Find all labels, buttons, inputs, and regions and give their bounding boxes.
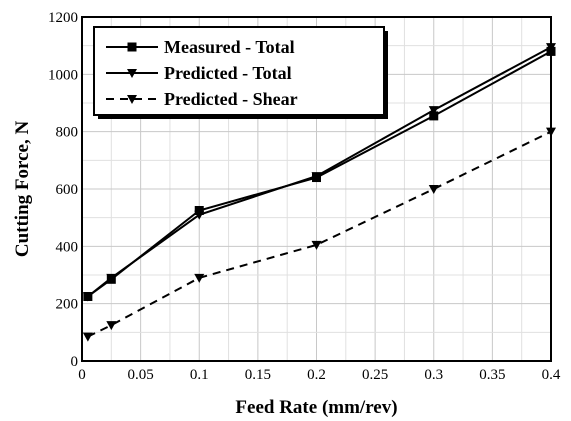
legend-item: Predicted - Shear <box>106 89 298 109</box>
x-tick-label: 0.1 <box>190 367 209 383</box>
x-tick-label: 0.25 <box>362 367 388 383</box>
series-layer <box>82 43 556 342</box>
data-point <box>311 240 322 250</box>
series-line <box>87 130 552 338</box>
legend-marker <box>127 42 137 52</box>
data-point <box>106 321 117 331</box>
data-point <box>428 106 439 116</box>
data-point <box>194 273 205 283</box>
y-tick-label: 800 <box>56 125 79 141</box>
x-axis-label: Feed Rate (mm/rev) <box>235 397 397 418</box>
legend-label: Predicted - Shear <box>164 89 298 109</box>
legend-marker <box>127 95 137 104</box>
data-point <box>429 111 439 121</box>
data-point <box>82 332 93 342</box>
y-tick-label: 600 <box>56 182 79 198</box>
legend-item: Predicted - Total <box>106 63 292 83</box>
legend-item: Measured - Total <box>106 37 295 57</box>
y-tick-label: 400 <box>56 239 79 255</box>
legend-box <box>93 26 385 116</box>
legend-label: Measured - Total <box>164 37 295 57</box>
x-tick-label: 0.05 <box>128 367 154 383</box>
data-point <box>312 173 321 183</box>
y-tick-label: 200 <box>56 297 79 313</box>
x-tick-label: 0.3 <box>424 367 443 383</box>
y-tick-label: 0 <box>71 354 79 370</box>
tick-labels: 0 0.05 0.1 0.15 0.2 0.25 0.3 0.35 0.4 0 200 400 600 8… <box>48 10 561 383</box>
legend-label: Predicted - Total <box>164 63 292 83</box>
data-point <box>83 292 93 301</box>
y-axis-label: Cutting Force, N <box>12 121 33 258</box>
y-tick-label: 1200 <box>48 10 78 26</box>
x-tick-label: 0.4 <box>542 367 561 383</box>
x-tick-label: 0.2 <box>307 367 326 383</box>
data-point <box>194 206 204 215</box>
x-tick-label: 0 <box>78 367 86 383</box>
x-tick-label: 0.15 <box>245 367 271 383</box>
series-predicted-shear <box>82 127 556 342</box>
y-tick-label: 1000 <box>48 67 78 83</box>
x-tick-label: 0.35 <box>479 367 505 383</box>
data-point <box>428 185 439 194</box>
data-point <box>106 274 116 284</box>
plot-frame <box>81 16 552 362</box>
legend: Measured - Total Predicted - Total Predict… <box>93 26 388 119</box>
legend-marker <box>127 69 137 78</box>
